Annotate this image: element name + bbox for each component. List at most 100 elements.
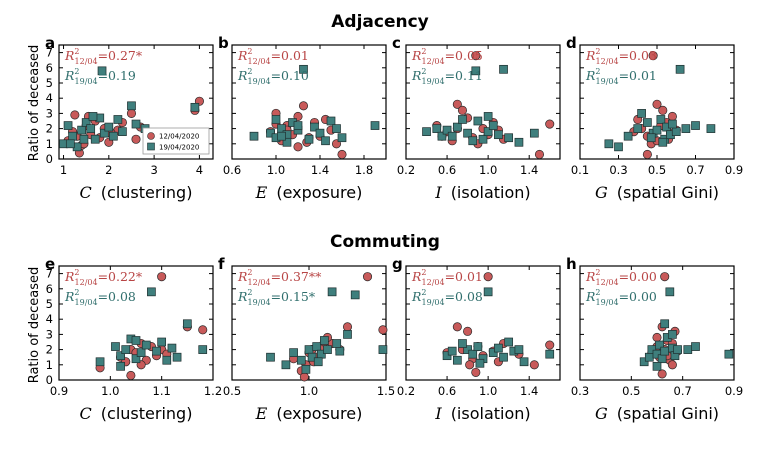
r-squared-12-04: R2 12/04=0.00: [585, 268, 657, 287]
data-point-19-04: [127, 101, 136, 111]
data-point-19-04: [131, 119, 141, 129]
data-point-19-04: [473, 342, 483, 351]
data-point-19-04: [499, 352, 508, 362]
data-point-19-04: [652, 361, 662, 371]
panel-letter-g: g: [392, 255, 403, 273]
data-point-19-04: [681, 124, 691, 133]
data-point-12-04: [131, 134, 141, 144]
data-point-19-04: [299, 64, 308, 74]
r-squared-12-04: R2 12/04=0.05: [411, 47, 483, 66]
data-point-12-04: [298, 101, 309, 111]
x-tick-label: 3: [150, 163, 157, 177]
data-point-12-04: [667, 360, 677, 370]
x-tick-label: 0.3: [609, 163, 627, 177]
r-squared-12-04: R2 12/04=0.37**: [237, 268, 322, 287]
data-point-19-04: [136, 348, 146, 357]
data-point-19-04: [370, 121, 380, 130]
x-tick-label: 1.0: [267, 163, 285, 177]
r-squared-19-04: R2 19/04=0.08: [411, 288, 483, 307]
data-point-19-04: [639, 357, 649, 367]
data-point-19-04: [88, 112, 98, 121]
data-point-19-04: [658, 137, 668, 147]
data-point-19-04: [463, 128, 472, 138]
data-point-19-04: [118, 127, 127, 136]
data-point-19-04: [545, 349, 555, 359]
data-point-19-04: [483, 287, 493, 297]
y-tick-label: 6: [46, 282, 53, 296]
data-point-19-04: [321, 136, 330, 146]
x-tick-label: 1.2: [204, 384, 222, 398]
x-tick-label: 1.1: [153, 384, 171, 398]
r-squared-19-04: R2 19/04=0.08: [64, 288, 136, 307]
data-point-12-04: [545, 119, 555, 129]
r-squared-19-04: R2 19/04=0.15*: [237, 288, 316, 307]
data-point-19-04: [350, 290, 360, 300]
data-point-19-04: [633, 124, 643, 133]
data-point-19-04: [691, 121, 700, 130]
r-squared-19-04: R2 19/04=0.11: [411, 67, 483, 86]
data-point-19-04: [378, 345, 388, 354]
panel-letter-f: f: [218, 255, 225, 273]
data-point-12-04: [545, 340, 555, 350]
data-point-19-04: [657, 354, 667, 364]
data-point-19-04: [337, 133, 347, 143]
data-point-19-04: [514, 345, 524, 354]
panel-letter-c: c: [392, 34, 401, 52]
data-point-19-04: [304, 134, 314, 144]
data-point-19-04: [326, 116, 336, 126]
y-tick-label: 4: [46, 91, 53, 105]
panel-letter-a: a: [45, 34, 55, 52]
x-tick-label: 1.8: [355, 163, 373, 177]
data-point-12-04: [452, 99, 462, 109]
data-point-19-04: [529, 128, 539, 138]
x-tick-label: 0.5: [622, 384, 640, 398]
section-title-adjacency: Adjacency: [331, 12, 429, 32]
data-point-19-04: [504, 133, 514, 143]
data-point-19-04: [604, 139, 614, 149]
data-point-19-04: [310, 122, 319, 132]
data-point-19-04: [483, 112, 493, 121]
r-squared-12-04: R2 12/04=0.27*: [64, 47, 143, 66]
data-point-12-04: [471, 367, 481, 377]
data-point-19-04: [104, 122, 114, 132]
data-point-12-04: [471, 51, 481, 61]
y-tick-label: 1: [46, 137, 53, 151]
data-point-19-04: [637, 109, 646, 118]
y-tick-label: 1: [46, 358, 53, 372]
data-point-19-04: [675, 64, 685, 74]
data-point-19-04: [706, 124, 716, 133]
data-point-12-04: [337, 149, 347, 159]
x-tick-label: 0.1: [571, 163, 589, 177]
data-point-19-04: [167, 343, 177, 353]
x-tick-label: 2: [105, 163, 112, 177]
x-tick-label: 0.6: [438, 384, 456, 398]
data-point-19-04: [296, 355, 306, 365]
data-point-19-04: [499, 64, 508, 74]
data-point-19-04: [313, 357, 323, 367]
data-point-19-04: [90, 134, 100, 144]
data-point-19-04: [665, 287, 675, 297]
data-point-19-04: [643, 118, 652, 127]
panel-letter-h: h: [566, 255, 577, 273]
data-point-12-04: [70, 110, 80, 120]
data-point-19-04: [483, 127, 493, 136]
x-axis-label: I (isolation): [434, 183, 530, 202]
x-tick-label: 1.5: [377, 384, 395, 398]
data-point-19-04: [652, 125, 662, 135]
y-tick-label: 7: [46, 267, 53, 281]
x-tick-label: 0.9: [725, 163, 743, 177]
data-point-19-04: [660, 319, 670, 329]
data-point-19-04: [271, 115, 281, 124]
data-point-12-04: [667, 111, 677, 121]
data-point-12-04: [463, 326, 473, 336]
data-point-19-04: [442, 125, 452, 135]
data-point-19-04: [673, 345, 682, 354]
x-tick-label: 0.5: [648, 163, 666, 177]
data-point-19-04: [190, 102, 200, 112]
data-point-12-04: [457, 105, 468, 115]
